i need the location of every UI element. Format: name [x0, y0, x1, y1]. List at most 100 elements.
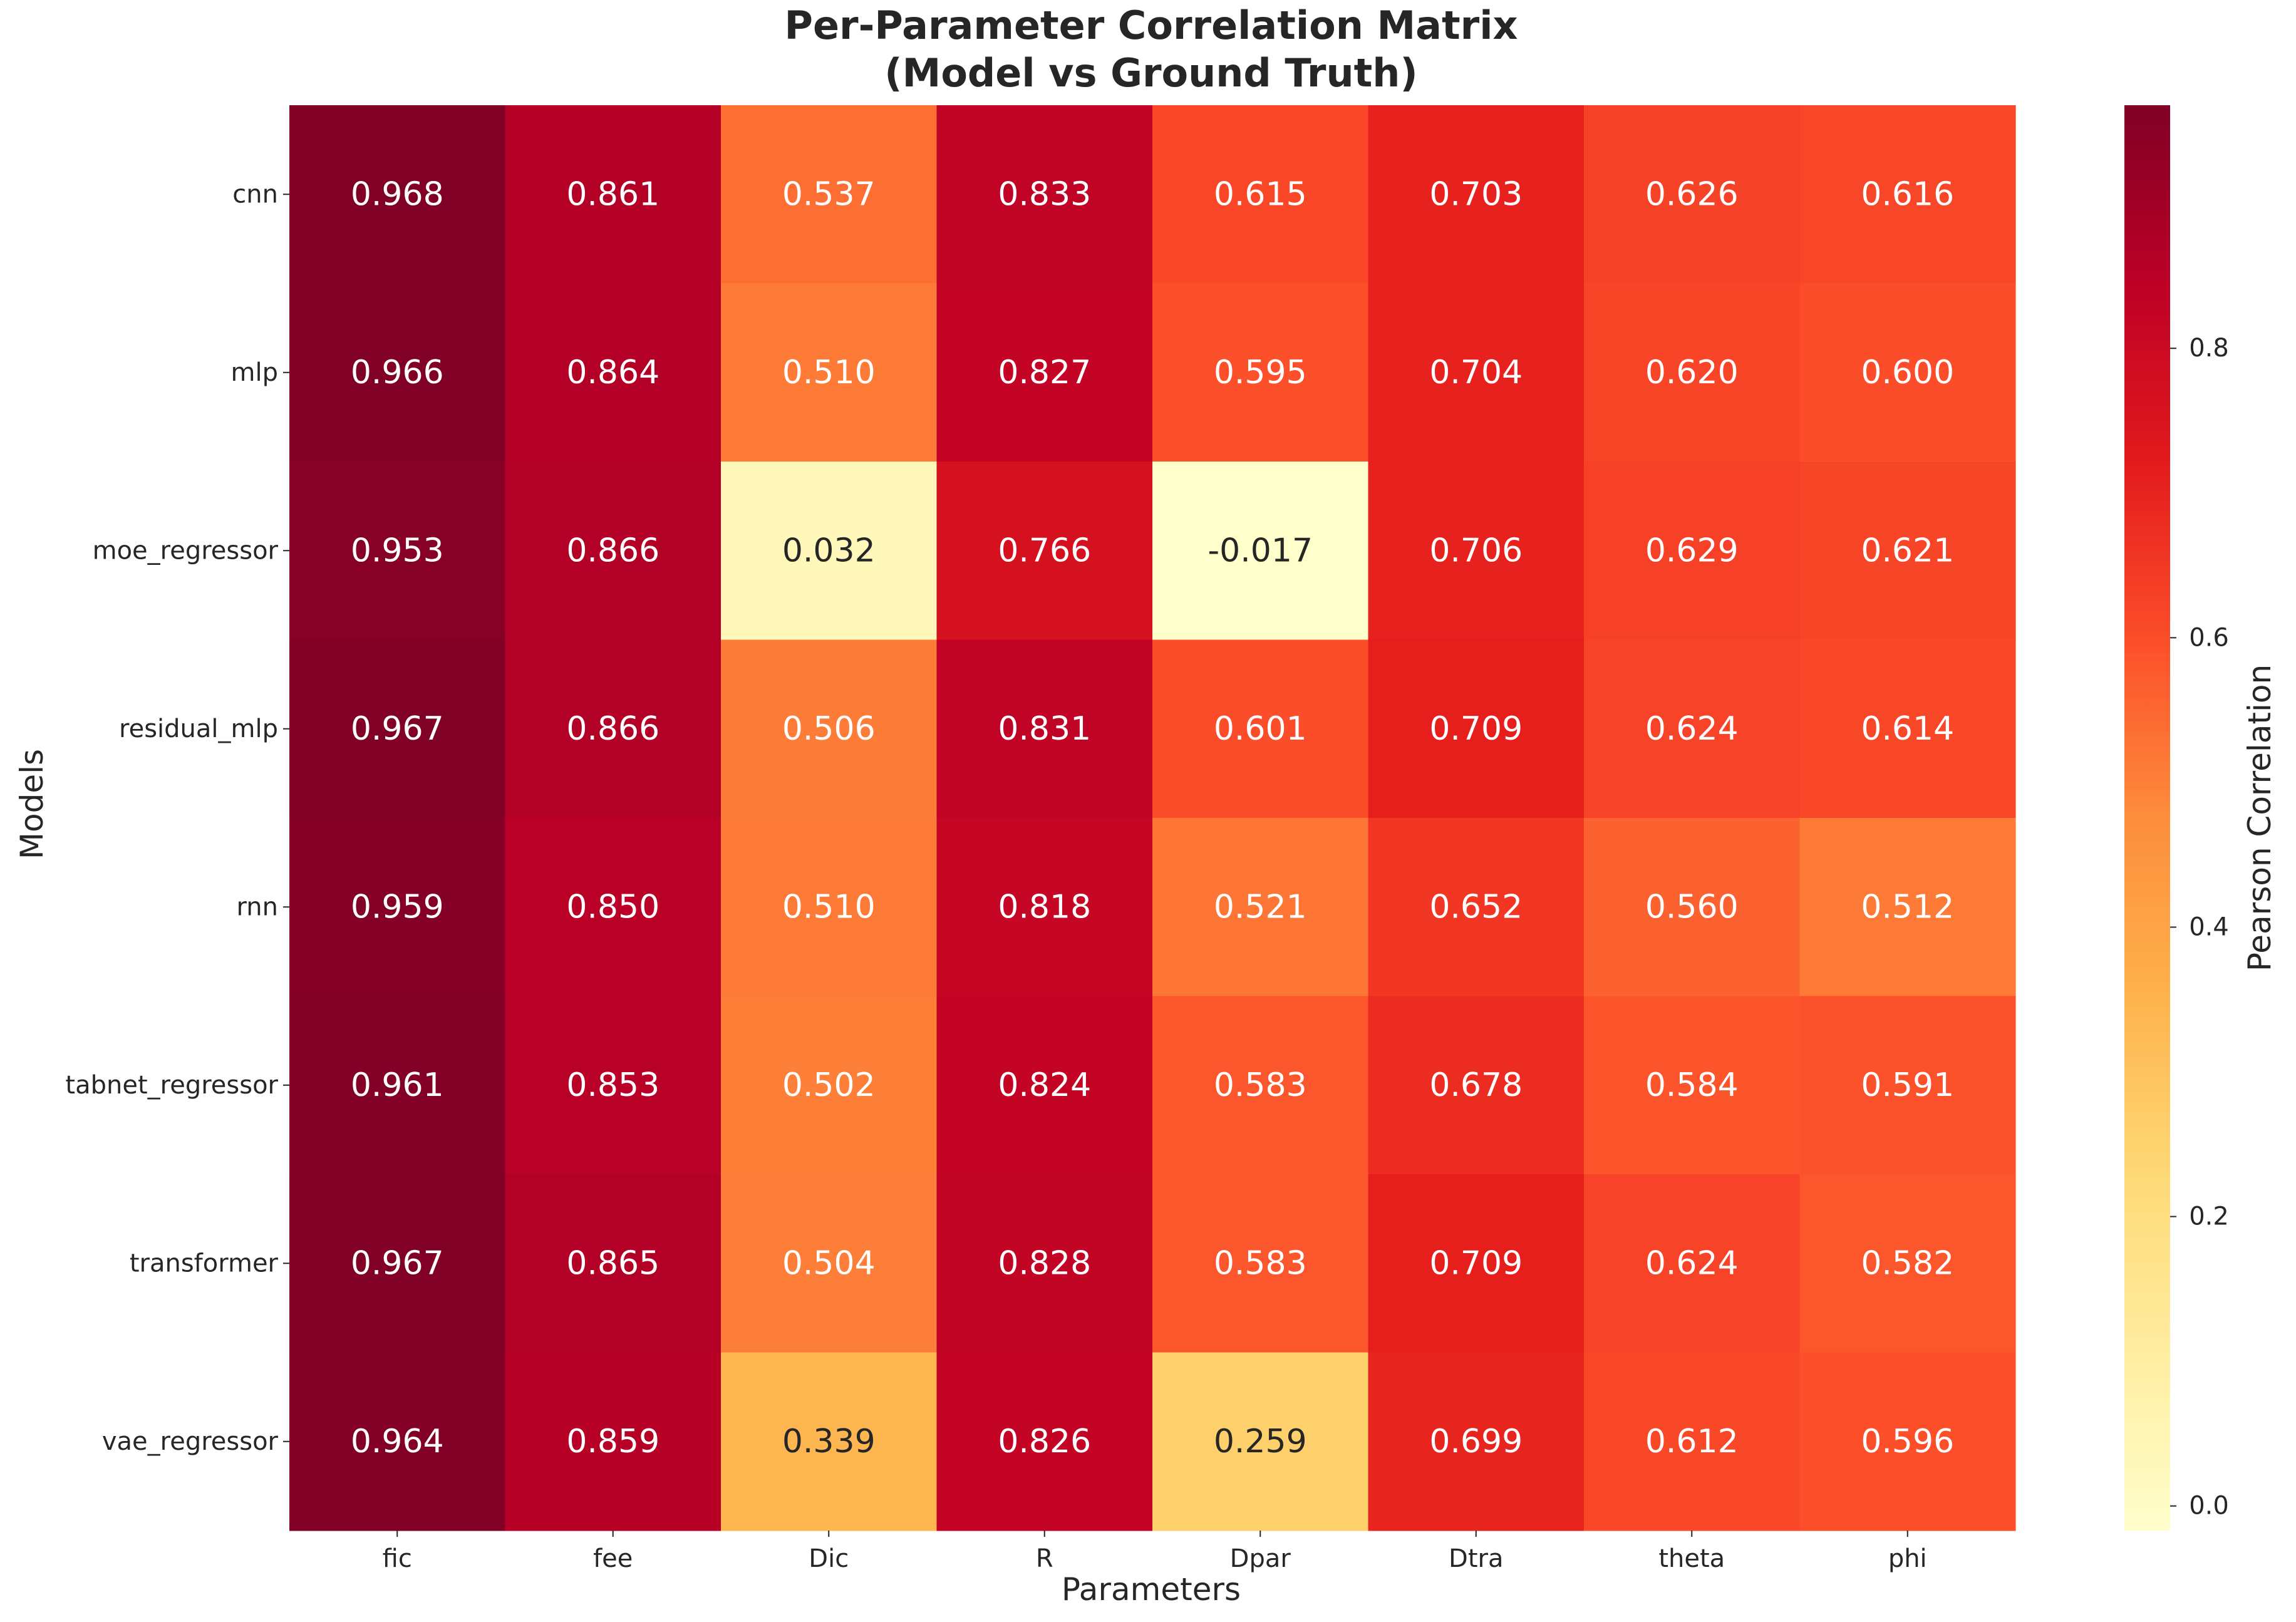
cell-value-label: 0.824	[998, 1067, 1091, 1104]
heatmap-cell-vae_regressor-fee	[505, 1352, 721, 1531]
cell-value-label: 0.600	[1861, 354, 1954, 391]
cell-value-label: -0.017	[1207, 532, 1313, 569]
cell-value-label: 0.629	[1645, 532, 1739, 569]
cell-value-label: 0.616	[1861, 175, 1954, 213]
heatmap-cell-mlp-Dtra	[1368, 283, 1585, 462]
colorbar-tick-label: 0.8	[2189, 334, 2229, 363]
cell-value-label: 0.510	[782, 354, 876, 391]
cell-value-label: 0.032	[782, 532, 876, 569]
heatmap-cell-cnn-Dic	[721, 105, 938, 284]
cell-value-label: 0.506	[782, 710, 876, 748]
cell-value-label: 0.967	[351, 710, 444, 748]
cell-value-label: 0.624	[1645, 1244, 1739, 1282]
cell-value-label: 0.865	[566, 1244, 659, 1282]
heatmap-cells: 0.968 0.861 0.537 0.833 0.615 0.703 0.626 0.616…	[289, 105, 2016, 1531]
cell-value-label: 0.866	[566, 710, 659, 748]
cell-value-label: 0.961	[351, 1067, 444, 1104]
heatmap-cell-residual_mlp-Dtra	[1368, 639, 1585, 819]
heatmap-cell-vae_regressor-Dtra	[1368, 1352, 1585, 1531]
cell-value-label: 0.699	[1429, 1423, 1523, 1460]
heatmap-cell-rnn-phi	[1799, 818, 2016, 997]
x-tick-label: R	[1036, 1544, 1053, 1573]
cell-value-label: 0.595	[1214, 354, 1307, 391]
y-tick-label: transformer	[130, 1249, 279, 1278]
heatmap-cell-rnn-fic	[289, 818, 506, 997]
cell-value-label: 0.709	[1429, 710, 1523, 748]
x-tick-label: Dpar	[1230, 1544, 1291, 1573]
cell-value-label: 0.601	[1214, 710, 1307, 748]
cell-value-label: 0.864	[566, 354, 659, 391]
heatmap-cell-residual_mlp-Dpar	[1152, 639, 1369, 819]
cell-value-label: 0.626	[1645, 175, 1739, 213]
heatmap-cell-mlp-fic	[289, 283, 506, 462]
heatmap-cell-tabnet_regressor-fic	[289, 996, 506, 1175]
heatmap-cell-cnn-fee	[505, 105, 721, 284]
heatmap-cell-transformer-R	[936, 1174, 1153, 1353]
heatmap-cell-cnn-phi	[1799, 105, 2016, 284]
cell-value-label: 0.766	[998, 532, 1091, 569]
cell-value-label: 0.827	[998, 354, 1091, 391]
colorbar-tick-label: 0.2	[2189, 1202, 2229, 1231]
heatmap-cell-tabnet_regressor-Dtra	[1368, 996, 1585, 1175]
x-tick-label: Dic	[809, 1544, 849, 1573]
heatmap-cell-cnn-Dtra	[1368, 105, 1585, 284]
cell-value-label: 0.584	[1645, 1067, 1739, 1104]
cell-value-label: 0.512	[1861, 888, 1954, 926]
cell-value-label: 0.537	[782, 175, 876, 213]
cell-value-label: 0.964	[351, 1423, 444, 1460]
cell-value-label: 0.866	[566, 532, 659, 569]
cell-value-label: 0.624	[1645, 710, 1739, 748]
heatmap-cell-cnn-fic	[289, 105, 506, 284]
heatmap-cell-transformer-Dic	[721, 1174, 938, 1353]
heatmap-cell-vae_regressor-theta	[1584, 1352, 1801, 1531]
colorbar-label: Pearson Correlation	[2242, 664, 2278, 971]
cell-value-label: 0.502	[782, 1067, 876, 1104]
x-tick-label: phi	[1888, 1544, 1927, 1573]
heatmap-cell-mlp-phi	[1799, 283, 2016, 462]
colorbar-ticks: 0.0 0.2 0.4 0.6 0.8	[2170, 334, 2229, 1521]
heatmap-cell-tabnet_regressor-theta	[1584, 996, 1801, 1175]
heatmap-cell-moe_regressor-theta	[1584, 462, 1801, 641]
cell-value-label: 0.504	[782, 1244, 876, 1282]
heatmap-cell-rnn-Dpar	[1152, 818, 1369, 997]
cell-value-label: 0.828	[998, 1244, 1091, 1282]
heatmap-cell-transformer-Dpar	[1152, 1174, 1369, 1353]
cell-value-label: 0.850	[566, 888, 659, 926]
heatmap-cell-residual_mlp-fee	[505, 639, 721, 819]
heatmap-cell-moe_regressor-fic	[289, 462, 506, 641]
chart-title-line-2: (Model vs Ground Truth)	[884, 50, 1417, 96]
cell-value-label: 0.859	[566, 1423, 659, 1460]
heatmap-cell-moe_regressor-Dic	[721, 462, 938, 641]
cell-value-label: 0.966	[351, 354, 444, 391]
heatmap-cell-rnn-Dic	[721, 818, 938, 997]
cell-value-label: 0.967	[351, 1244, 444, 1282]
cell-value-label: 0.959	[351, 888, 444, 926]
cell-value-label: 0.826	[998, 1423, 1091, 1460]
heatmap-cell-transformer-phi	[1799, 1174, 2016, 1353]
cell-value-label: 0.583	[1214, 1067, 1307, 1104]
heatmap-cell-vae_regressor-Dic	[721, 1352, 938, 1531]
cell-value-label: 0.861	[566, 175, 659, 213]
heatmap-cell-cnn-R	[936, 105, 1153, 284]
heatmap-cell-mlp-Dic	[721, 283, 938, 462]
y-tick-label: vae_regressor	[102, 1427, 279, 1456]
x-tick-label: fee	[593, 1544, 633, 1573]
cell-value-label: 0.615	[1214, 175, 1307, 213]
heatmap-cell-transformer-fic	[289, 1174, 506, 1353]
heatmap-cell-vae_regressor-fic	[289, 1352, 506, 1531]
heatmap-cell-transformer-Dtra	[1368, 1174, 1585, 1353]
cell-value-label: 0.831	[998, 710, 1091, 748]
heatmap-cell-mlp-fee	[505, 283, 721, 462]
heatmap-cell-moe_regressor-Dpar	[1152, 462, 1369, 641]
cell-value-label: 0.833	[998, 175, 1091, 213]
heatmap-cell-residual_mlp-phi	[1799, 639, 2016, 819]
heatmap-cell-vae_regressor-Dpar	[1152, 1352, 1369, 1531]
cell-value-label: 0.853	[566, 1067, 659, 1104]
cell-value-label: 0.612	[1645, 1423, 1739, 1460]
y-axis-label: Models	[14, 749, 50, 859]
heatmap-cell-residual_mlp-Dic	[721, 639, 938, 819]
x-tick-label: theta	[1658, 1544, 1725, 1573]
heatmap-cell-transformer-theta	[1584, 1174, 1801, 1353]
